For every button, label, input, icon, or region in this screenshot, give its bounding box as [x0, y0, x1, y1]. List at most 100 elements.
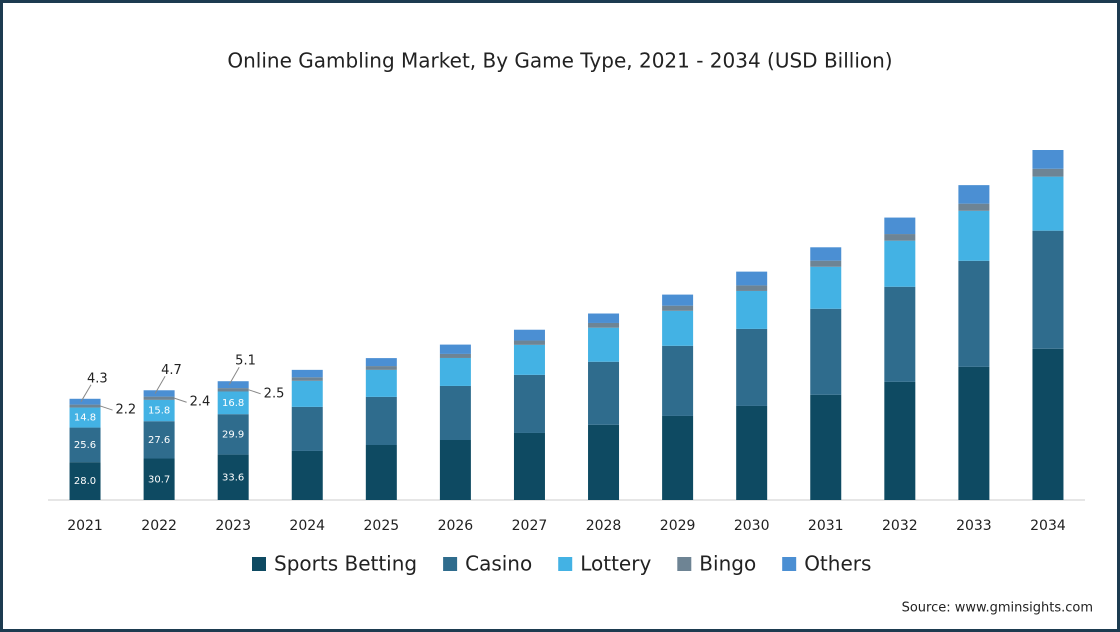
legend-swatch [558, 557, 573, 571]
bar-segment [810, 247, 842, 261]
bar-segment [143, 399, 175, 422]
bar-segment [365, 366, 397, 370]
bar-segment [439, 385, 471, 440]
bar-segment [884, 381, 916, 500]
x-tick-label: 2021 [67, 518, 103, 534]
bar-segment [291, 369, 323, 378]
bar-segment [291, 380, 323, 407]
bar-segment [143, 396, 175, 400]
bar-segment [143, 421, 175, 459]
leader-line [154, 376, 166, 394]
bar-segment [884, 286, 916, 382]
bar-segment [513, 329, 545, 341]
value-label: 30.7 [148, 474, 170, 485]
bar-segment [662, 310, 694, 346]
bar-segment [958, 366, 990, 500]
x-tick-label: 2030 [734, 518, 770, 534]
bar-segment [958, 185, 990, 204]
value-label: 28.0 [74, 476, 96, 487]
bar-segment [1032, 176, 1064, 231]
value-label: 16.8 [222, 398, 244, 409]
bar-segment [217, 454, 249, 500]
legend-label: Casino [465, 552, 532, 576]
bar-segment [1032, 150, 1064, 169]
bar-segment [662, 345, 694, 416]
bar-segment [810, 308, 842, 395]
bar-segment [588, 313, 620, 323]
bar-segment [513, 374, 545, 433]
legend-swatch [782, 557, 797, 571]
leader-line [248, 389, 261, 395]
bar-segment [439, 344, 471, 354]
value-label: 5.1 [235, 354, 256, 369]
leader-line [100, 405, 113, 411]
bar-segment [958, 260, 990, 367]
x-tick-label: 2027 [512, 518, 548, 534]
value-label: 25.6 [74, 440, 96, 451]
bar-segment [69, 404, 101, 408]
value-label: 4.3 [87, 371, 108, 386]
value-label: 2.2 [116, 403, 137, 418]
bar-segment [662, 415, 694, 500]
bar-segment [588, 361, 620, 425]
legend-label: Sports Betting [274, 552, 417, 576]
x-tick-label: 2031 [808, 518, 844, 534]
x-tick-label: 2032 [882, 518, 918, 534]
chart-title: Online Gambling Market, By Game Type, 20… [227, 49, 892, 73]
bar-segment [365, 358, 397, 367]
bar-segment [736, 285, 768, 291]
value-label: 14.8 [74, 413, 96, 424]
bar-segment [69, 462, 101, 500]
bar-segment [810, 266, 842, 309]
bar-segment [662, 294, 694, 306]
value-label: 15.8 [148, 406, 170, 417]
bar-segment [143, 458, 175, 500]
value-label: 2.5 [264, 386, 285, 401]
bar-segment [365, 396, 397, 445]
bar-segment [588, 424, 620, 500]
bar-segment [69, 407, 101, 428]
x-tick-label: 2028 [586, 518, 622, 534]
bar-segment [884, 240, 916, 287]
source: Source: www.gminsights.com [902, 601, 1093, 616]
value-label: 33.6 [222, 472, 244, 483]
bar-segment [884, 234, 916, 241]
bar-segment [439, 440, 471, 500]
bar-segment [439, 353, 471, 358]
x-tick-label: 2026 [438, 518, 474, 534]
bar-segment [736, 328, 768, 406]
leader-line [174, 397, 187, 403]
bar-segment [662, 305, 694, 311]
x-tick-label: 2023 [215, 518, 251, 534]
legend-swatch [443, 557, 458, 571]
bar-segment [217, 381, 249, 389]
bar-segment [810, 260, 842, 267]
bar-segment [365, 369, 397, 397]
bar-segment [365, 445, 397, 500]
value-label: 29.9 [222, 429, 244, 440]
x-tick-label: 2034 [1030, 518, 1066, 534]
bar-segment [217, 391, 249, 415]
bar-segment [69, 427, 101, 463]
x-tick-label: 2029 [660, 518, 696, 534]
bar-segment [513, 340, 545, 345]
value-label: 2.4 [190, 395, 211, 410]
bar-segment [736, 405, 768, 500]
bar-segment [291, 377, 323, 381]
bar-segment [736, 290, 768, 329]
bar-segment [1032, 230, 1064, 349]
bar-segment [513, 344, 545, 375]
legend-label: Lottery [580, 552, 651, 576]
x-tick-label: 2025 [364, 518, 400, 534]
value-label: 27.6 [148, 435, 170, 446]
bar-segment [291, 450, 323, 500]
value-label: 4.7 [161, 363, 182, 378]
legend-swatch [252, 557, 266, 571]
bar-segment [958, 210, 990, 261]
legend-label: Bingo [699, 552, 756, 576]
bar-segment [69, 398, 101, 405]
bar-segment [736, 271, 768, 286]
x-tick-label: 2022 [141, 518, 177, 534]
